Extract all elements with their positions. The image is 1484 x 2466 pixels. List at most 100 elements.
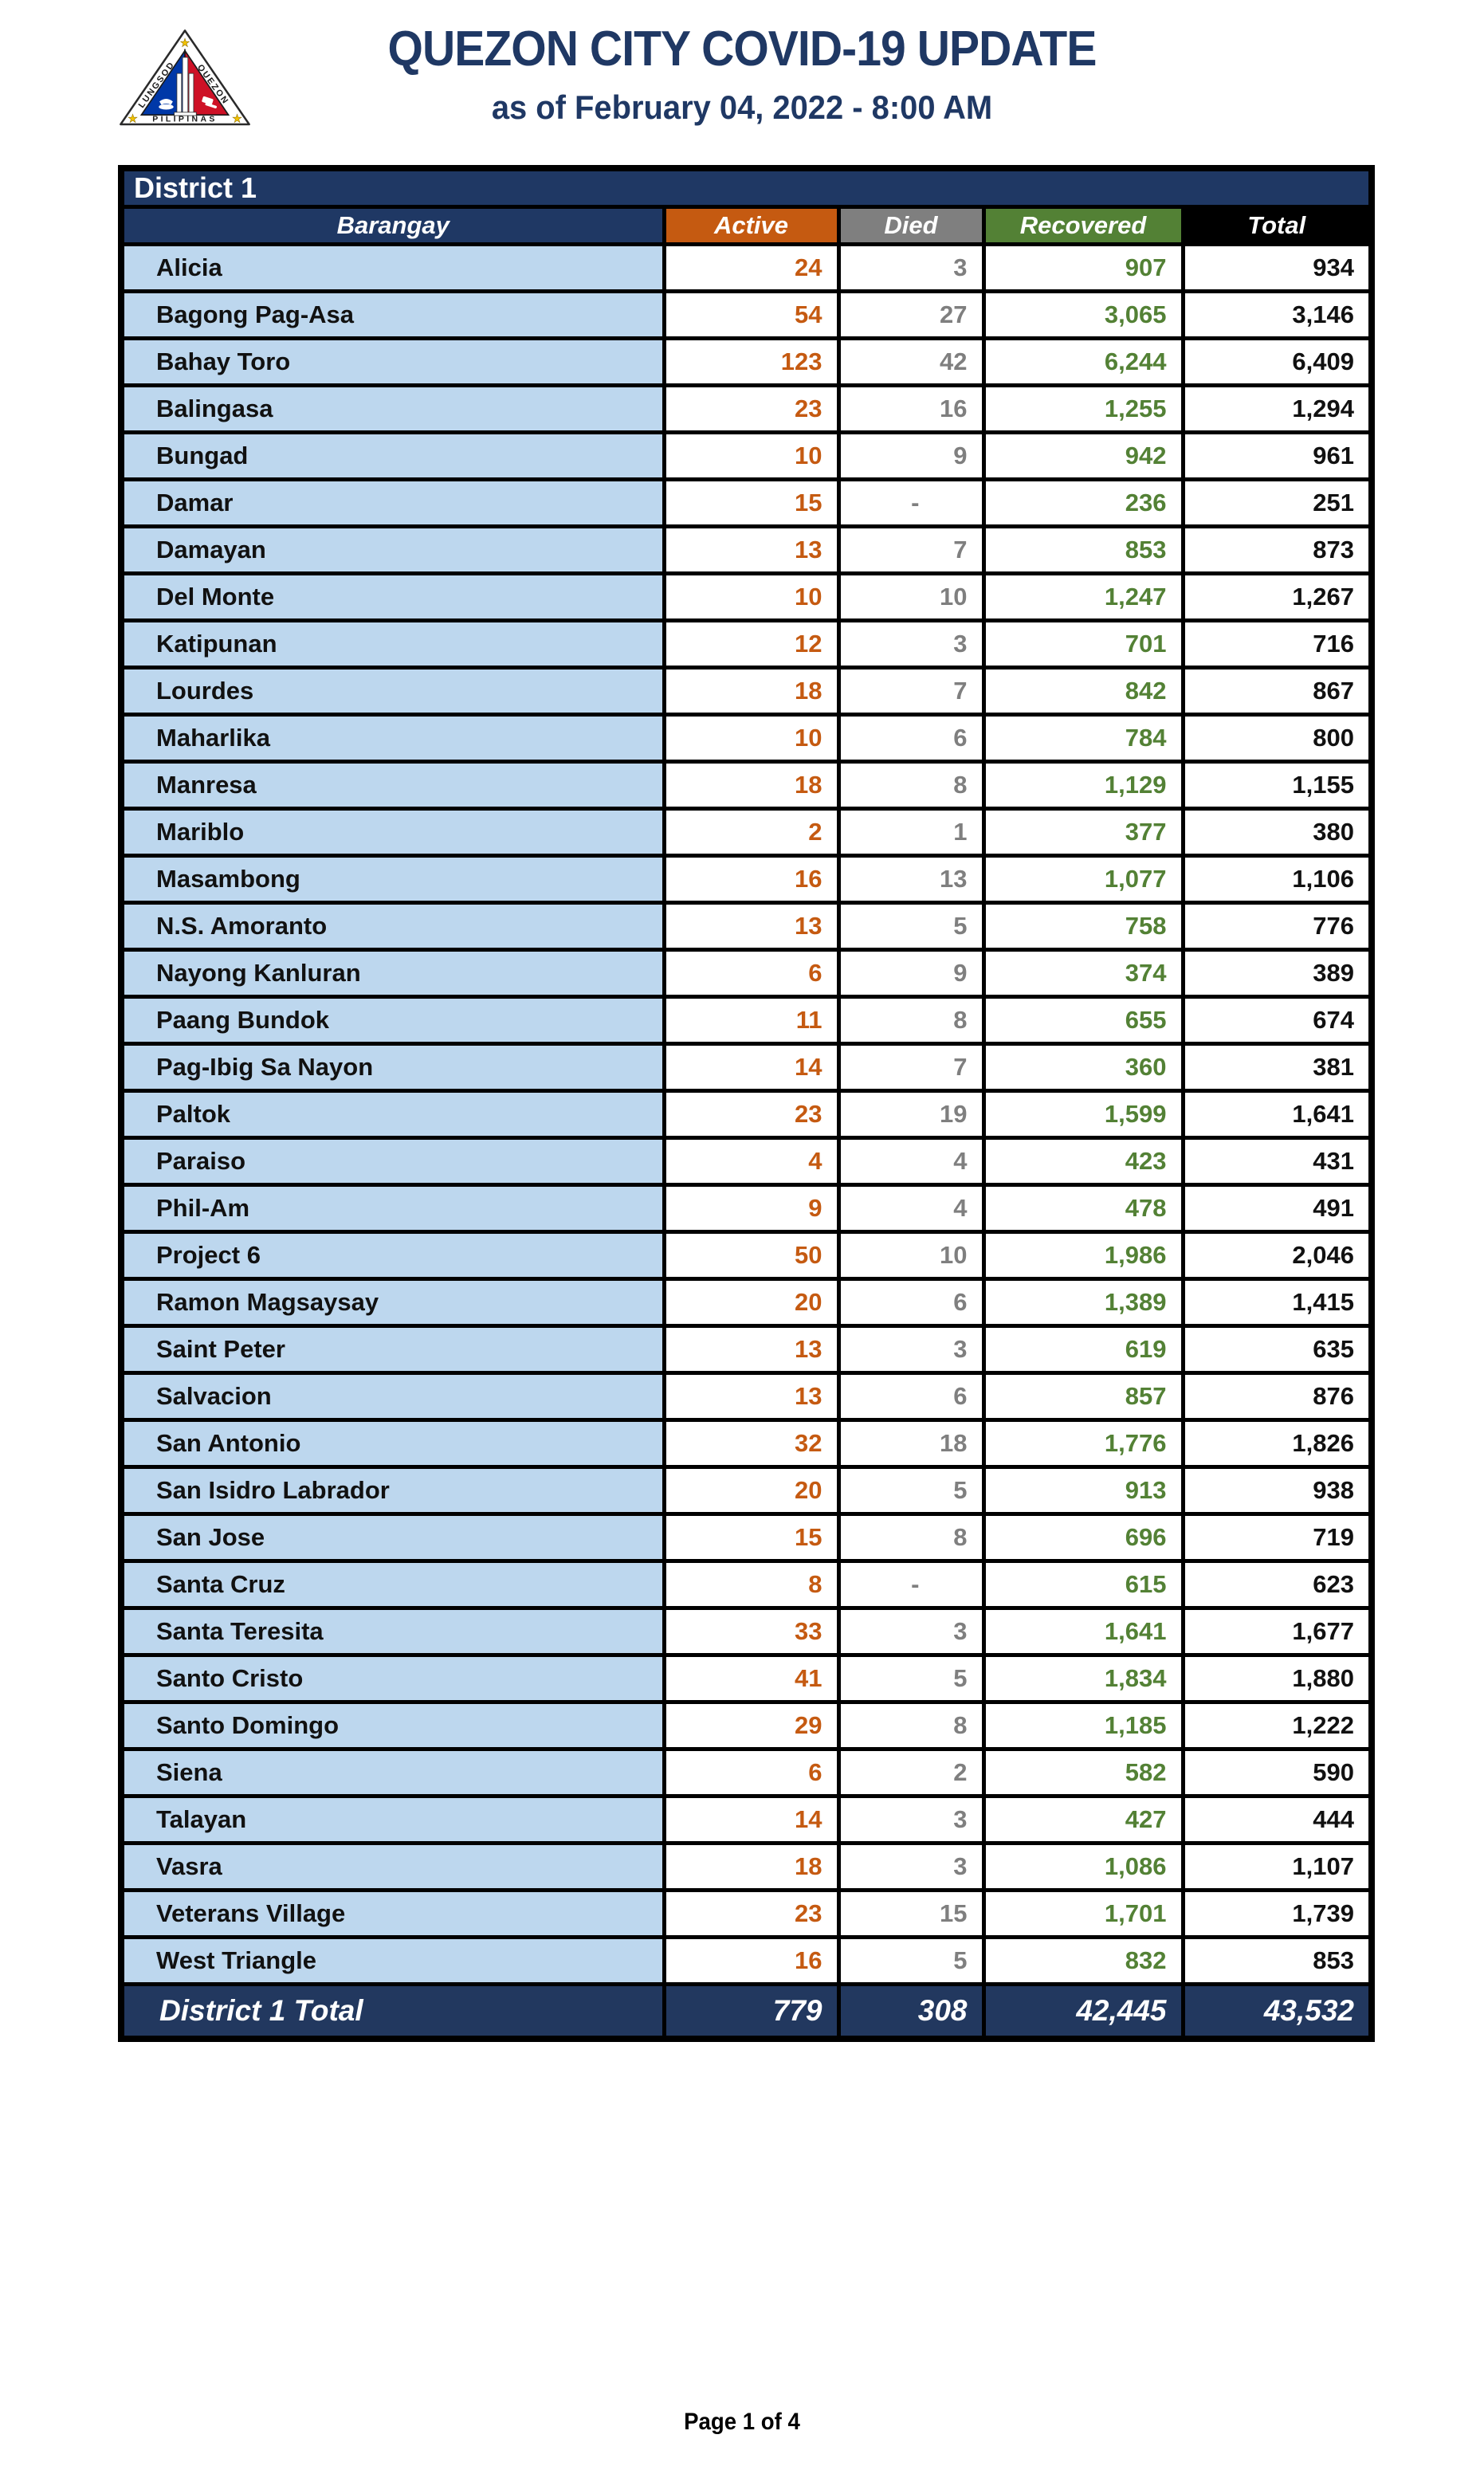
died-cell: 5 bbox=[836, 1935, 986, 1986]
died-cell: 5 bbox=[836, 1465, 986, 1516]
active-cell: 8 bbox=[662, 1559, 841, 1610]
district-total-row: District 1 Total 779 308 42,445 43,532 bbox=[119, 1982, 1374, 2040]
total-cell: 934 bbox=[1180, 242, 1374, 293]
active-cell: 32 bbox=[662, 1418, 841, 1469]
table-row: Santa Teresita 33 3 1,641 1,677 bbox=[119, 1606, 1374, 1657]
total-cell: 1,641 bbox=[1180, 1089, 1374, 1140]
died-cell: 9 bbox=[836, 430, 986, 481]
died-cell: 3 bbox=[836, 1841, 986, 1892]
active-cell: 10 bbox=[662, 571, 841, 622]
recovered-cell: 3,065 bbox=[981, 289, 1185, 340]
table-row: Nayong Kanluran 6 9 374 389 bbox=[119, 948, 1374, 999]
active-cell: 33 bbox=[662, 1606, 841, 1657]
died-cell: 4 bbox=[836, 1136, 986, 1187]
active-cell: 123 bbox=[662, 336, 841, 387]
svg-text:★: ★ bbox=[180, 37, 190, 50]
barangay-name-cell: Bungad bbox=[119, 430, 666, 481]
table-row: Project 6 50 10 1,986 2,046 bbox=[119, 1230, 1374, 1281]
total-cell: 381 bbox=[1180, 1042, 1374, 1093]
district-header-row: District 1 bbox=[119, 166, 1374, 209]
barangay-name-cell: Saint Peter bbox=[119, 1324, 666, 1375]
recovered-cell: 423 bbox=[981, 1136, 1185, 1187]
recovered-cell: 701 bbox=[981, 618, 1185, 670]
total-cell: 873 bbox=[1180, 524, 1374, 575]
active-cell: 14 bbox=[662, 1042, 841, 1093]
barangay-name-cell: N.S. Amoranto bbox=[119, 901, 666, 952]
total-cell: 6,409 bbox=[1180, 336, 1374, 387]
page-subtitle: as of February 04, 2022 - 8:00 AM bbox=[491, 88, 993, 126]
active-cell: 18 bbox=[662, 1841, 841, 1892]
recovered-cell: 6,244 bbox=[981, 336, 1185, 387]
active-cell: 15 bbox=[662, 477, 841, 528]
recovered-cell: 1,701 bbox=[981, 1888, 1185, 1939]
active-cell: 2 bbox=[662, 807, 841, 858]
table-row: San Antonio 32 18 1,776 1,826 bbox=[119, 1418, 1374, 1469]
active-cell: 13 bbox=[662, 524, 841, 575]
total-cell: 800 bbox=[1180, 713, 1374, 764]
active-cell: 6 bbox=[662, 948, 841, 999]
table-row: Paraiso 4 4 423 431 bbox=[119, 1136, 1374, 1187]
active-cell: 23 bbox=[662, 383, 841, 434]
recovered-cell: 377 bbox=[981, 807, 1185, 858]
total-row-total: 43,532 bbox=[1180, 1982, 1374, 2040]
table-row: San Jose 15 8 696 719 bbox=[119, 1512, 1374, 1563]
barangay-name-cell: Paang Bundok bbox=[119, 995, 666, 1046]
table-row: Bahay Toro 123 42 6,244 6,409 bbox=[119, 336, 1374, 387]
active-cell: 11 bbox=[662, 995, 841, 1046]
table-row: Manresa 18 8 1,129 1,155 bbox=[119, 760, 1374, 811]
barangay-name-cell: Talayan bbox=[119, 1794, 666, 1845]
barangay-name-cell: Santo Domingo bbox=[119, 1700, 666, 1751]
barangay-name-cell: Balingasa bbox=[119, 383, 666, 434]
table-row: Del Monte 10 10 1,247 1,267 bbox=[119, 571, 1374, 622]
active-cell: 13 bbox=[662, 901, 841, 952]
died-cell: 27 bbox=[836, 289, 986, 340]
table-row: Santa Cruz 8 - 615 623 bbox=[119, 1559, 1374, 1610]
table-row: West Triangle 16 5 832 853 bbox=[119, 1935, 1374, 1986]
recovered-cell: 942 bbox=[981, 430, 1185, 481]
table-row: Katipunan 12 3 701 716 bbox=[119, 618, 1374, 670]
died-cell: 18 bbox=[836, 1418, 986, 1469]
active-cell: 24 bbox=[662, 242, 841, 293]
barangay-name-cell: San Jose bbox=[119, 1512, 666, 1563]
died-cell: 7 bbox=[836, 1042, 986, 1093]
total-cell: 938 bbox=[1180, 1465, 1374, 1516]
died-cell: 3 bbox=[836, 1324, 986, 1375]
table-row: Paang Bundok 11 8 655 674 bbox=[119, 995, 1374, 1046]
recovered-cell: 1,247 bbox=[981, 571, 1185, 622]
recovered-cell: 784 bbox=[981, 713, 1185, 764]
total-cell: 1,294 bbox=[1180, 383, 1374, 434]
barangay-name-cell: Project 6 bbox=[119, 1230, 666, 1281]
barangay-name-cell: Manresa bbox=[119, 760, 666, 811]
barangay-name-cell: Ramon Magsaysay bbox=[119, 1277, 666, 1328]
total-cell: 444 bbox=[1180, 1794, 1374, 1845]
died-cell: 2 bbox=[836, 1747, 986, 1798]
total-cell: 590 bbox=[1180, 1747, 1374, 1798]
total-cell: 251 bbox=[1180, 477, 1374, 528]
active-cell: 20 bbox=[662, 1465, 841, 1516]
barangay-name-cell: Lourdes bbox=[119, 666, 666, 717]
total-cell: 1,155 bbox=[1180, 760, 1374, 811]
died-cell: 8 bbox=[836, 1700, 986, 1751]
column-header-died: Died bbox=[836, 205, 986, 246]
total-cell: 1,222 bbox=[1180, 1700, 1374, 1751]
barangay-name-cell: Alicia bbox=[119, 242, 666, 293]
svg-text:★: ★ bbox=[128, 112, 138, 125]
table-row: Bungad 10 9 942 961 bbox=[119, 430, 1374, 481]
barangay-name-cell: West Triangle bbox=[119, 1935, 666, 1986]
active-cell: 41 bbox=[662, 1653, 841, 1704]
svg-text:★: ★ bbox=[232, 112, 242, 125]
seal-text-pilipinas: PILIPINAS bbox=[152, 115, 218, 124]
barangay-name-cell: Bagong Pag-Asa bbox=[119, 289, 666, 340]
recovered-cell: 1,129 bbox=[981, 760, 1185, 811]
total-cell: 716 bbox=[1180, 618, 1374, 670]
total-cell: 876 bbox=[1180, 1371, 1374, 1422]
recovered-cell: 913 bbox=[981, 1465, 1185, 1516]
barangay-name-cell: Mariblo bbox=[119, 807, 666, 858]
active-cell: 6 bbox=[662, 1747, 841, 1798]
table-row: Maharlika 10 6 784 800 bbox=[119, 713, 1374, 764]
column-header-barangay: Barangay bbox=[119, 205, 666, 246]
recovered-cell: 1,086 bbox=[981, 1841, 1185, 1892]
barangay-name-cell: Del Monte bbox=[119, 571, 666, 622]
total-cell: 1,826 bbox=[1180, 1418, 1374, 1469]
died-cell: 16 bbox=[836, 383, 986, 434]
